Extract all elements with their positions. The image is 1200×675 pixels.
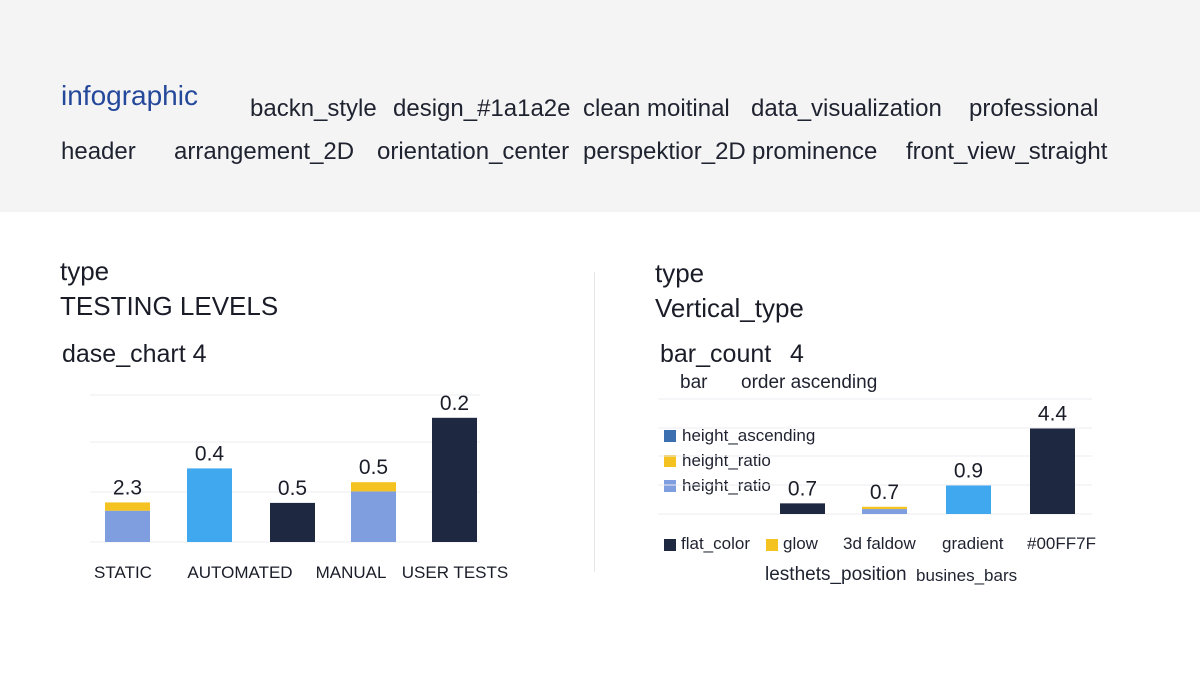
category-tick-label: AUTOMATED: [187, 563, 292, 582]
data-label: 2.3: [113, 476, 142, 499]
header-tag: backn_style: [250, 95, 377, 122]
brand-title: infographic: [61, 80, 198, 111]
legend-label: height_ascending: [682, 426, 816, 445]
legend-swatch-gold: [664, 455, 676, 467]
header-tag: clean moitinal: [583, 95, 730, 122]
header-tag: professional: [969, 95, 1099, 122]
legend-swatch-steel: [664, 430, 676, 442]
bottom-label: 3d faldow: [843, 534, 916, 553]
data-label: 4.4: [1038, 403, 1068, 426]
bottom-label: flat_color: [681, 534, 750, 553]
bottom-label: gradient: [942, 534, 1004, 553]
bar: [432, 417, 477, 542]
bottom-label: glow: [783, 534, 818, 553]
data-label: 0.2: [440, 392, 469, 415]
category-tick-label: MANUAL: [316, 563, 387, 582]
data-label: 0.5: [278, 477, 307, 500]
bar: [187, 468, 232, 542]
data-label: 0.4: [195, 442, 225, 465]
bar-count-value: 4: [790, 340, 804, 368]
data-label: 0.7: [870, 481, 899, 504]
bar: [780, 503, 825, 514]
legend-swatch-gold: [766, 539, 778, 551]
left-chart-subtitle: dase_chart 4: [62, 340, 207, 368]
footer-label-2: busines_bars: [916, 566, 1018, 585]
bar: [351, 491, 396, 542]
header-tag: design_#1a1a2e: [393, 95, 571, 122]
header-tag: arrangement_2D: [174, 138, 355, 165]
left-chart-title: TESTING LEVELS: [60, 291, 279, 321]
bar: [105, 502, 150, 511]
category-tick-label: STATIC: [94, 563, 152, 582]
header-tag: header: [61, 138, 136, 165]
header-band: [0, 0, 1200, 212]
category-tick-label: USER TESTS: [402, 563, 508, 582]
bar: [1030, 428, 1075, 514]
bar: [270, 502, 315, 542]
bar-word: bar: [680, 372, 708, 393]
right-chart-title: Vertical_type: [655, 293, 804, 323]
footer-label: lesthets_position: [765, 564, 907, 585]
data-label: 0.5: [359, 456, 388, 479]
bottom-label: #00FF7F: [1027, 534, 1096, 553]
header-tag: prominence: [752, 138, 878, 165]
data-label: 0.9: [954, 460, 983, 483]
bar: [946, 485, 991, 514]
bar: [351, 482, 396, 492]
header-tag: perspektior_2D: [583, 138, 746, 165]
header-tag: front_view_straight: [906, 138, 1108, 165]
legend-swatch-navy: [664, 539, 676, 551]
order-label: order ascending: [741, 372, 878, 393]
data-label: 0.7: [788, 477, 817, 500]
right-type-label: type: [655, 258, 705, 288]
bar: [862, 506, 907, 510]
left-type-label: type: [60, 256, 110, 286]
bar-count-label: bar_count: [660, 340, 772, 368]
panel-divider: [594, 272, 595, 572]
header-tag: data_visualization: [751, 95, 942, 122]
bar: [862, 509, 907, 514]
legend-swatch-periwinkle: [664, 480, 676, 492]
bar: [105, 510, 150, 542]
header-tag: orientation_center: [377, 138, 570, 165]
